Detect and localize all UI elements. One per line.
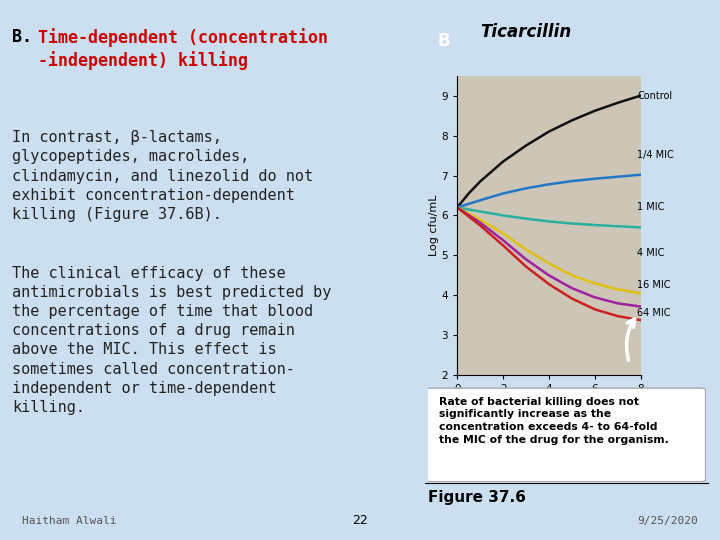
X-axis label: Time (hours): Time (hours) (507, 400, 591, 413)
Text: B.: B. (12, 28, 32, 46)
Text: 4 MIC: 4 MIC (637, 248, 665, 259)
Text: The clinical efficacy of these
antimicrobials is best predicted by
the percentag: The clinical efficacy of these antimicro… (12, 266, 331, 415)
Text: Haitham Alwali: Haitham Alwali (22, 516, 116, 526)
Y-axis label: Log cfu/mL: Log cfu/mL (429, 195, 438, 256)
Text: Rate of bacterial killing does not
significantly increase as the
concentration e: Rate of bacterial killing does not signi… (439, 396, 670, 445)
Text: Ticarcillin: Ticarcillin (480, 23, 572, 41)
Text: Control: Control (637, 91, 672, 100)
Text: In contrast, β-lactams,
glycopeptides, macrolides,
clindamycin, and linezolid do: In contrast, β-lactams, glycopeptides, m… (12, 130, 313, 222)
Text: 1 MIC: 1 MIC (637, 202, 665, 212)
FancyBboxPatch shape (426, 388, 706, 482)
Text: 9/25/2020: 9/25/2020 (638, 516, 698, 526)
Text: 22: 22 (352, 514, 368, 527)
Text: 16 MIC: 16 MIC (637, 280, 671, 291)
Text: 64 MIC: 64 MIC (637, 308, 671, 319)
Text: 1/4 MIC: 1/4 MIC (637, 150, 674, 160)
Text: Time-dependent (concentration
-independent) killing: Time-dependent (concentration -independe… (38, 28, 328, 70)
Text: B: B (437, 32, 450, 50)
Text: Figure 37.6: Figure 37.6 (428, 490, 526, 504)
